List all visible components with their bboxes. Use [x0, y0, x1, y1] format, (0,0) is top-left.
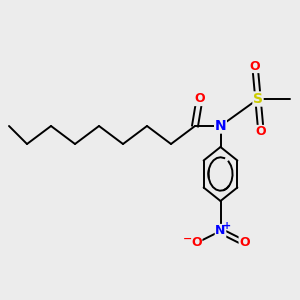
- Text: O: O: [194, 92, 205, 106]
- Text: −: −: [183, 233, 192, 244]
- Text: +: +: [223, 220, 231, 231]
- Text: N: N: [215, 119, 226, 133]
- Text: O: O: [256, 125, 266, 139]
- Text: O: O: [250, 59, 260, 73]
- Text: S: S: [253, 92, 263, 106]
- Text: O: O: [239, 236, 250, 250]
- Text: O: O: [191, 236, 202, 250]
- Text: N: N: [215, 224, 226, 238]
